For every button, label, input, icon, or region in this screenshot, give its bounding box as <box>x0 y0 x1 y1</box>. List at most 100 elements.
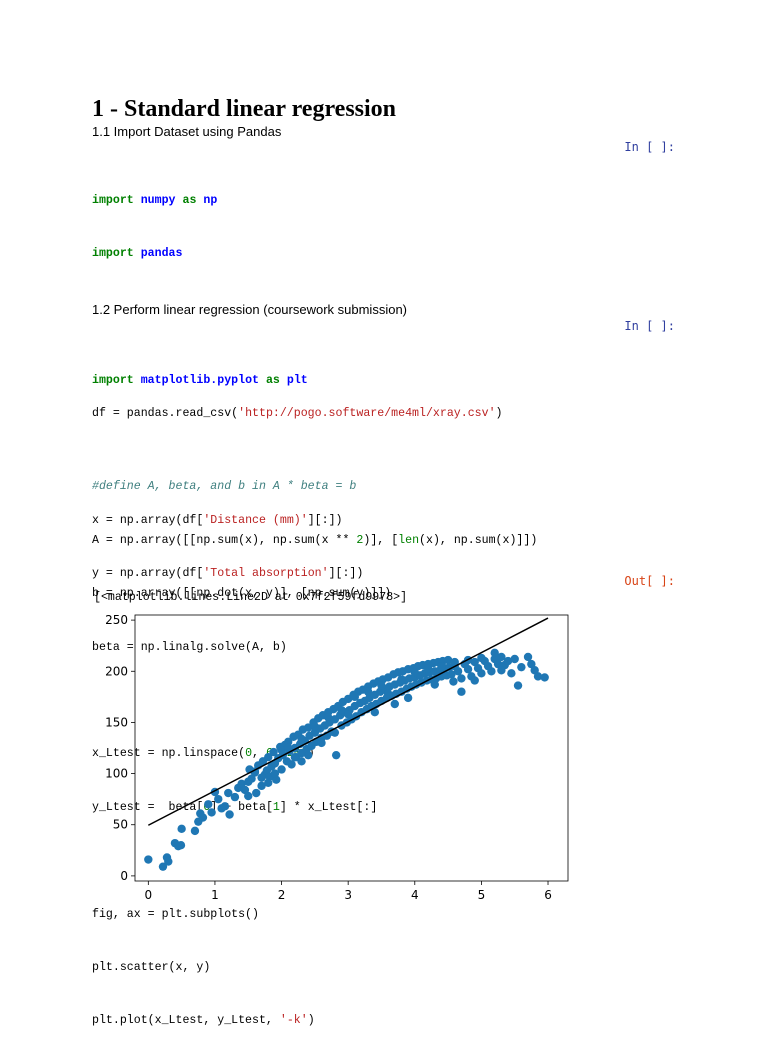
scatter-point <box>450 657 459 667</box>
scatter-point <box>277 765 286 774</box>
scatter-point <box>527 659 536 669</box>
scatter-point <box>523 652 533 662</box>
scatter-point <box>470 657 479 667</box>
notebook-heading: 1 - Standard linear regression <box>92 96 397 122</box>
scatter-point <box>252 788 261 798</box>
code-line: import numpy as np <box>92 193 218 207</box>
scatter-point <box>225 810 234 819</box>
code-cell-1[interactable]: import numpy as np import pandas df = pa… <box>92 156 503 601</box>
x-tick-label: 0 <box>145 888 153 902</box>
y-tick-label: 50 <box>113 818 128 832</box>
code-line: y = np.array(df['Total absorption'][:]) <box>92 567 364 581</box>
section-1-2-text: 1.2 Perform linear regression (coursewor… <box>92 302 408 317</box>
scatter-point <box>287 760 296 769</box>
scatter-point <box>457 687 466 696</box>
scatter-point <box>257 773 266 782</box>
y-tick-label: 100 <box>105 767 128 781</box>
code-line: #define A, beta, and b in A * beta = b <box>92 480 357 494</box>
code-line: b = np.array([[np.dot(x, y)], [np.sum(y)… <box>92 587 392 601</box>
scatter-point <box>497 652 506 662</box>
scatter-point <box>377 681 386 690</box>
scatter-point <box>517 662 526 672</box>
scatter-point <box>343 710 353 719</box>
code-line: fig, ax = plt.subplots() <box>92 907 259 921</box>
scatter-point <box>277 745 286 755</box>
scatter-point <box>453 667 463 676</box>
x-tick-label: 3 <box>344 888 352 902</box>
scatter-point <box>310 722 320 731</box>
scatter-point <box>397 675 406 684</box>
code-line: df = pandas.read_csv('http://pogo.softwa… <box>92 407 503 421</box>
scatter-point <box>240 785 250 795</box>
scatter-point <box>477 669 486 678</box>
cell-1-input-prompt: In [ ]: <box>624 140 675 154</box>
section-1-1-text: 1.1 Import Dataset using Pandas <box>92 124 282 139</box>
scatter-point <box>247 774 256 783</box>
scatter-point <box>530 666 539 675</box>
scatter-point <box>510 654 519 664</box>
scatter-point <box>257 781 266 791</box>
scatter-point <box>533 672 543 681</box>
scatter-point <box>487 667 496 676</box>
scatter-point <box>207 808 216 817</box>
scatter-point <box>323 713 333 722</box>
y-tick-label: 150 <box>105 715 128 729</box>
scatter-point <box>230 792 240 802</box>
scatter-point <box>190 826 200 836</box>
x-tick-label: 5 <box>478 888 486 902</box>
plot-frame <box>134 614 569 882</box>
scatter-point <box>204 800 213 809</box>
code-line: import matplotlib.pyplot as plt <box>92 373 308 387</box>
x-tick-label: 1 <box>211 888 219 902</box>
scatter-point <box>437 661 446 671</box>
code-line: beta = np.linalg.solve(A, b) <box>92 640 287 654</box>
scatter-point <box>463 665 473 674</box>
scatter-point <box>176 840 186 850</box>
cell-2-output-prompt: Out[ ]: <box>624 574 675 588</box>
scatter-point <box>423 664 433 673</box>
cell-2-input-prompt: In [ ]: <box>624 319 675 333</box>
scatter-point <box>390 699 399 709</box>
scatter-point <box>383 689 393 698</box>
scatter-point <box>447 670 456 679</box>
scatter-point <box>304 750 313 760</box>
code-line: A = np.array([[np.sum(x), np.sum(x ** 2)… <box>92 533 538 547</box>
y-tick-label: 0 <box>120 869 128 883</box>
scatter-point <box>410 668 419 677</box>
code-line <box>92 425 537 443</box>
x-tick-label: 6 <box>544 888 552 902</box>
regression-line <box>147 617 549 826</box>
scatter-point <box>304 723 313 732</box>
scatter-point <box>177 824 186 834</box>
scatter-point <box>297 734 306 743</box>
scatter-point <box>457 674 466 683</box>
scatter-point <box>297 757 306 766</box>
y-tick-label: 200 <box>105 664 128 678</box>
scatter-point <box>363 687 373 696</box>
scatter-point <box>284 737 293 747</box>
x-tick-label: 2 <box>278 888 286 902</box>
scatter-point <box>503 656 513 666</box>
scatter-plot: 0 1 2 3 4 5 6 0 50 100 150 200 250 <box>105 613 569 902</box>
scatter-point <box>477 653 486 663</box>
scatter-point <box>198 813 208 822</box>
scatter-point <box>497 666 506 675</box>
scatter-point <box>269 747 278 757</box>
code-line: plt.plot(x_Ltest, y_Ltest, '-k') <box>92 1014 315 1028</box>
code-line: import pandas <box>92 246 183 260</box>
scatter-point <box>330 728 340 737</box>
scatter-point <box>493 659 503 669</box>
scatter-point <box>540 673 549 682</box>
scatter-point <box>270 769 280 778</box>
scatter-point <box>403 693 413 703</box>
scatter-point <box>449 677 458 686</box>
scatter-point <box>513 681 523 690</box>
scatter-point <box>490 648 499 658</box>
scatter-point <box>507 669 516 678</box>
scatter-point <box>284 743 293 753</box>
scatter-point <box>164 857 173 866</box>
scatter-point <box>220 802 230 811</box>
scatter-point <box>470 676 479 685</box>
scatter-point <box>350 692 360 702</box>
code-line: plt.scatter(x, y) <box>92 960 211 974</box>
